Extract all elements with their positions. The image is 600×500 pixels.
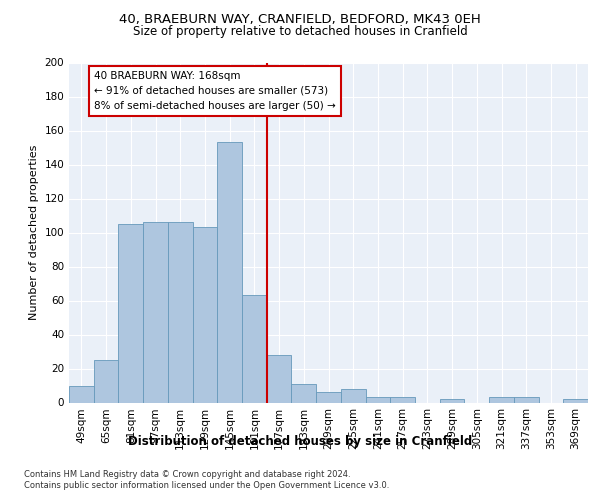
Bar (390, 398, 415, 402)
Bar (341, 389, 365, 402)
Bar (316, 392, 341, 402)
Text: Distribution of detached houses by size in Cranfield: Distribution of detached houses by size … (128, 435, 472, 448)
Bar (365, 398, 390, 402)
Bar (94, 360, 118, 403)
Bar (563, 399, 588, 402)
Y-axis label: Number of detached properties: Number of detached properties (29, 145, 39, 320)
Bar (514, 398, 539, 402)
Bar (217, 142, 242, 402)
Bar (118, 224, 143, 402)
Bar (440, 399, 464, 402)
Bar (168, 222, 193, 402)
Bar (242, 296, 267, 403)
Bar (69, 386, 94, 402)
Text: 40, BRAEBURN WAY, CRANFIELD, BEDFORD, MK43 0EH: 40, BRAEBURN WAY, CRANFIELD, BEDFORD, MK… (119, 12, 481, 26)
Bar (489, 398, 514, 402)
Bar (193, 228, 217, 402)
Bar (267, 355, 292, 403)
Text: 40 BRAEBURN WAY: 168sqm
← 91% of detached houses are smaller (573)
8% of semi-de: 40 BRAEBURN WAY: 168sqm ← 91% of detache… (94, 71, 335, 110)
Bar (143, 222, 168, 402)
Bar (292, 384, 316, 402)
Text: Contains HM Land Registry data © Crown copyright and database right 2024.: Contains HM Land Registry data © Crown c… (24, 470, 350, 479)
Text: Contains public sector information licensed under the Open Government Licence v3: Contains public sector information licen… (24, 481, 389, 490)
Text: Size of property relative to detached houses in Cranfield: Size of property relative to detached ho… (133, 25, 467, 38)
